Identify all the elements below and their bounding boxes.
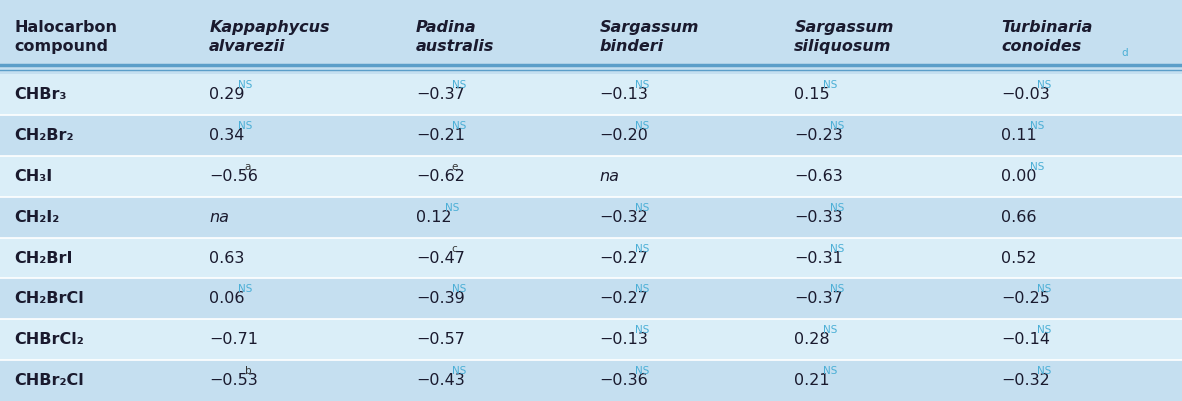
Bar: [0, 74, 1182, 115]
Text: b: b: [245, 366, 252, 376]
Text: e: e: [452, 162, 459, 172]
Text: NS: NS: [635, 121, 649, 131]
Bar: [0, 115, 1182, 156]
Text: −0.32: −0.32: [1001, 373, 1050, 388]
Text: 0.28: 0.28: [794, 332, 830, 347]
Text: NS: NS: [830, 284, 844, 294]
Text: CH₂BrCl: CH₂BrCl: [14, 292, 84, 306]
Text: NS: NS: [1030, 121, 1044, 131]
Text: NS: NS: [1037, 366, 1051, 376]
Text: −0.31: −0.31: [794, 251, 843, 265]
Bar: [0, 237, 1182, 278]
Text: −0.47: −0.47: [416, 251, 465, 265]
Text: CH₂BrI: CH₂BrI: [14, 251, 72, 265]
Text: −0.63: −0.63: [794, 169, 843, 184]
Text: 0.66: 0.66: [1001, 210, 1037, 225]
Text: 0.00: 0.00: [1001, 169, 1037, 184]
Text: NS: NS: [444, 203, 459, 213]
Text: NS: NS: [830, 121, 844, 131]
Text: −0.20: −0.20: [599, 128, 648, 143]
Text: Halocarbon
compound: Halocarbon compound: [14, 20, 117, 54]
Text: −0.03: −0.03: [1001, 87, 1050, 102]
Text: c: c: [452, 244, 457, 253]
Bar: [0, 156, 1182, 197]
Text: Turbinaria
conoides: Turbinaria conoides: [1001, 20, 1092, 54]
Text: −0.27: −0.27: [599, 251, 648, 265]
Text: −0.71: −0.71: [209, 332, 258, 347]
Text: −0.53: −0.53: [209, 373, 258, 388]
Text: −0.43: −0.43: [416, 373, 465, 388]
Text: 0.63: 0.63: [209, 251, 245, 265]
Text: NS: NS: [238, 284, 252, 294]
Text: CH₂I₂: CH₂I₂: [14, 210, 59, 225]
Text: NS: NS: [1037, 325, 1051, 335]
Text: CHBrCl₂: CHBrCl₂: [14, 332, 84, 347]
Text: Sargassum
siliquosum: Sargassum siliquosum: [794, 20, 894, 54]
Text: NS: NS: [452, 284, 466, 294]
Text: d: d: [1122, 48, 1129, 58]
Text: CHBr₃: CHBr₃: [14, 87, 66, 102]
Text: NS: NS: [238, 121, 252, 131]
Bar: [0, 360, 1182, 401]
Text: −0.14: −0.14: [1001, 332, 1050, 347]
Text: NS: NS: [635, 80, 649, 90]
Text: −0.36: −0.36: [599, 373, 648, 388]
Text: −0.39: −0.39: [416, 292, 465, 306]
Text: NS: NS: [635, 244, 649, 253]
Text: NS: NS: [635, 284, 649, 294]
Text: NS: NS: [1037, 80, 1051, 90]
Text: 0.11: 0.11: [1001, 128, 1037, 143]
Text: 0.21: 0.21: [794, 373, 830, 388]
Text: −0.13: −0.13: [599, 332, 648, 347]
Text: 0.06: 0.06: [209, 292, 245, 306]
Text: NS: NS: [635, 366, 649, 376]
Text: NS: NS: [635, 325, 649, 335]
Text: −0.56: −0.56: [209, 169, 258, 184]
Text: NS: NS: [452, 121, 466, 131]
Text: 0.12: 0.12: [416, 210, 452, 225]
Text: NS: NS: [1037, 284, 1051, 294]
Text: na: na: [209, 210, 229, 225]
Text: 0.34: 0.34: [209, 128, 245, 143]
Text: NS: NS: [1030, 162, 1044, 172]
Text: NS: NS: [823, 325, 837, 335]
Text: −0.25: −0.25: [1001, 292, 1050, 306]
Text: −0.13: −0.13: [599, 87, 648, 102]
Text: na: na: [599, 169, 619, 184]
Text: NS: NS: [635, 203, 649, 213]
Text: a: a: [245, 162, 252, 172]
Text: 0.52: 0.52: [1001, 251, 1037, 265]
Text: 0.29: 0.29: [209, 87, 245, 102]
Text: NS: NS: [823, 366, 837, 376]
Text: −0.33: −0.33: [794, 210, 843, 225]
Text: CH₃I: CH₃I: [14, 169, 52, 184]
Text: NS: NS: [452, 80, 466, 90]
Bar: [0, 197, 1182, 237]
Text: −0.32: −0.32: [599, 210, 648, 225]
Text: NS: NS: [830, 203, 844, 213]
Text: −0.27: −0.27: [599, 292, 648, 306]
Text: −0.37: −0.37: [794, 292, 843, 306]
Text: CH₂Br₂: CH₂Br₂: [14, 128, 73, 143]
Text: NS: NS: [823, 80, 837, 90]
Text: −0.23: −0.23: [794, 128, 843, 143]
Text: NS: NS: [238, 80, 252, 90]
Text: −0.62: −0.62: [416, 169, 465, 184]
Text: NS: NS: [452, 366, 466, 376]
Text: −0.21: −0.21: [416, 128, 465, 143]
Text: 0.15: 0.15: [794, 87, 830, 102]
Text: Padina
australis: Padina australis: [416, 20, 494, 54]
Text: −0.57: −0.57: [416, 332, 465, 347]
Text: Kappaphycus
alvarezii: Kappaphycus alvarezii: [209, 20, 330, 54]
Bar: [0, 319, 1182, 360]
Bar: [0, 278, 1182, 319]
Text: −0.37: −0.37: [416, 87, 465, 102]
Text: Sargassum
binderi: Sargassum binderi: [599, 20, 699, 54]
Bar: [0, 0, 1182, 74]
Text: NS: NS: [830, 244, 844, 253]
Text: CHBr₂Cl: CHBr₂Cl: [14, 373, 84, 388]
